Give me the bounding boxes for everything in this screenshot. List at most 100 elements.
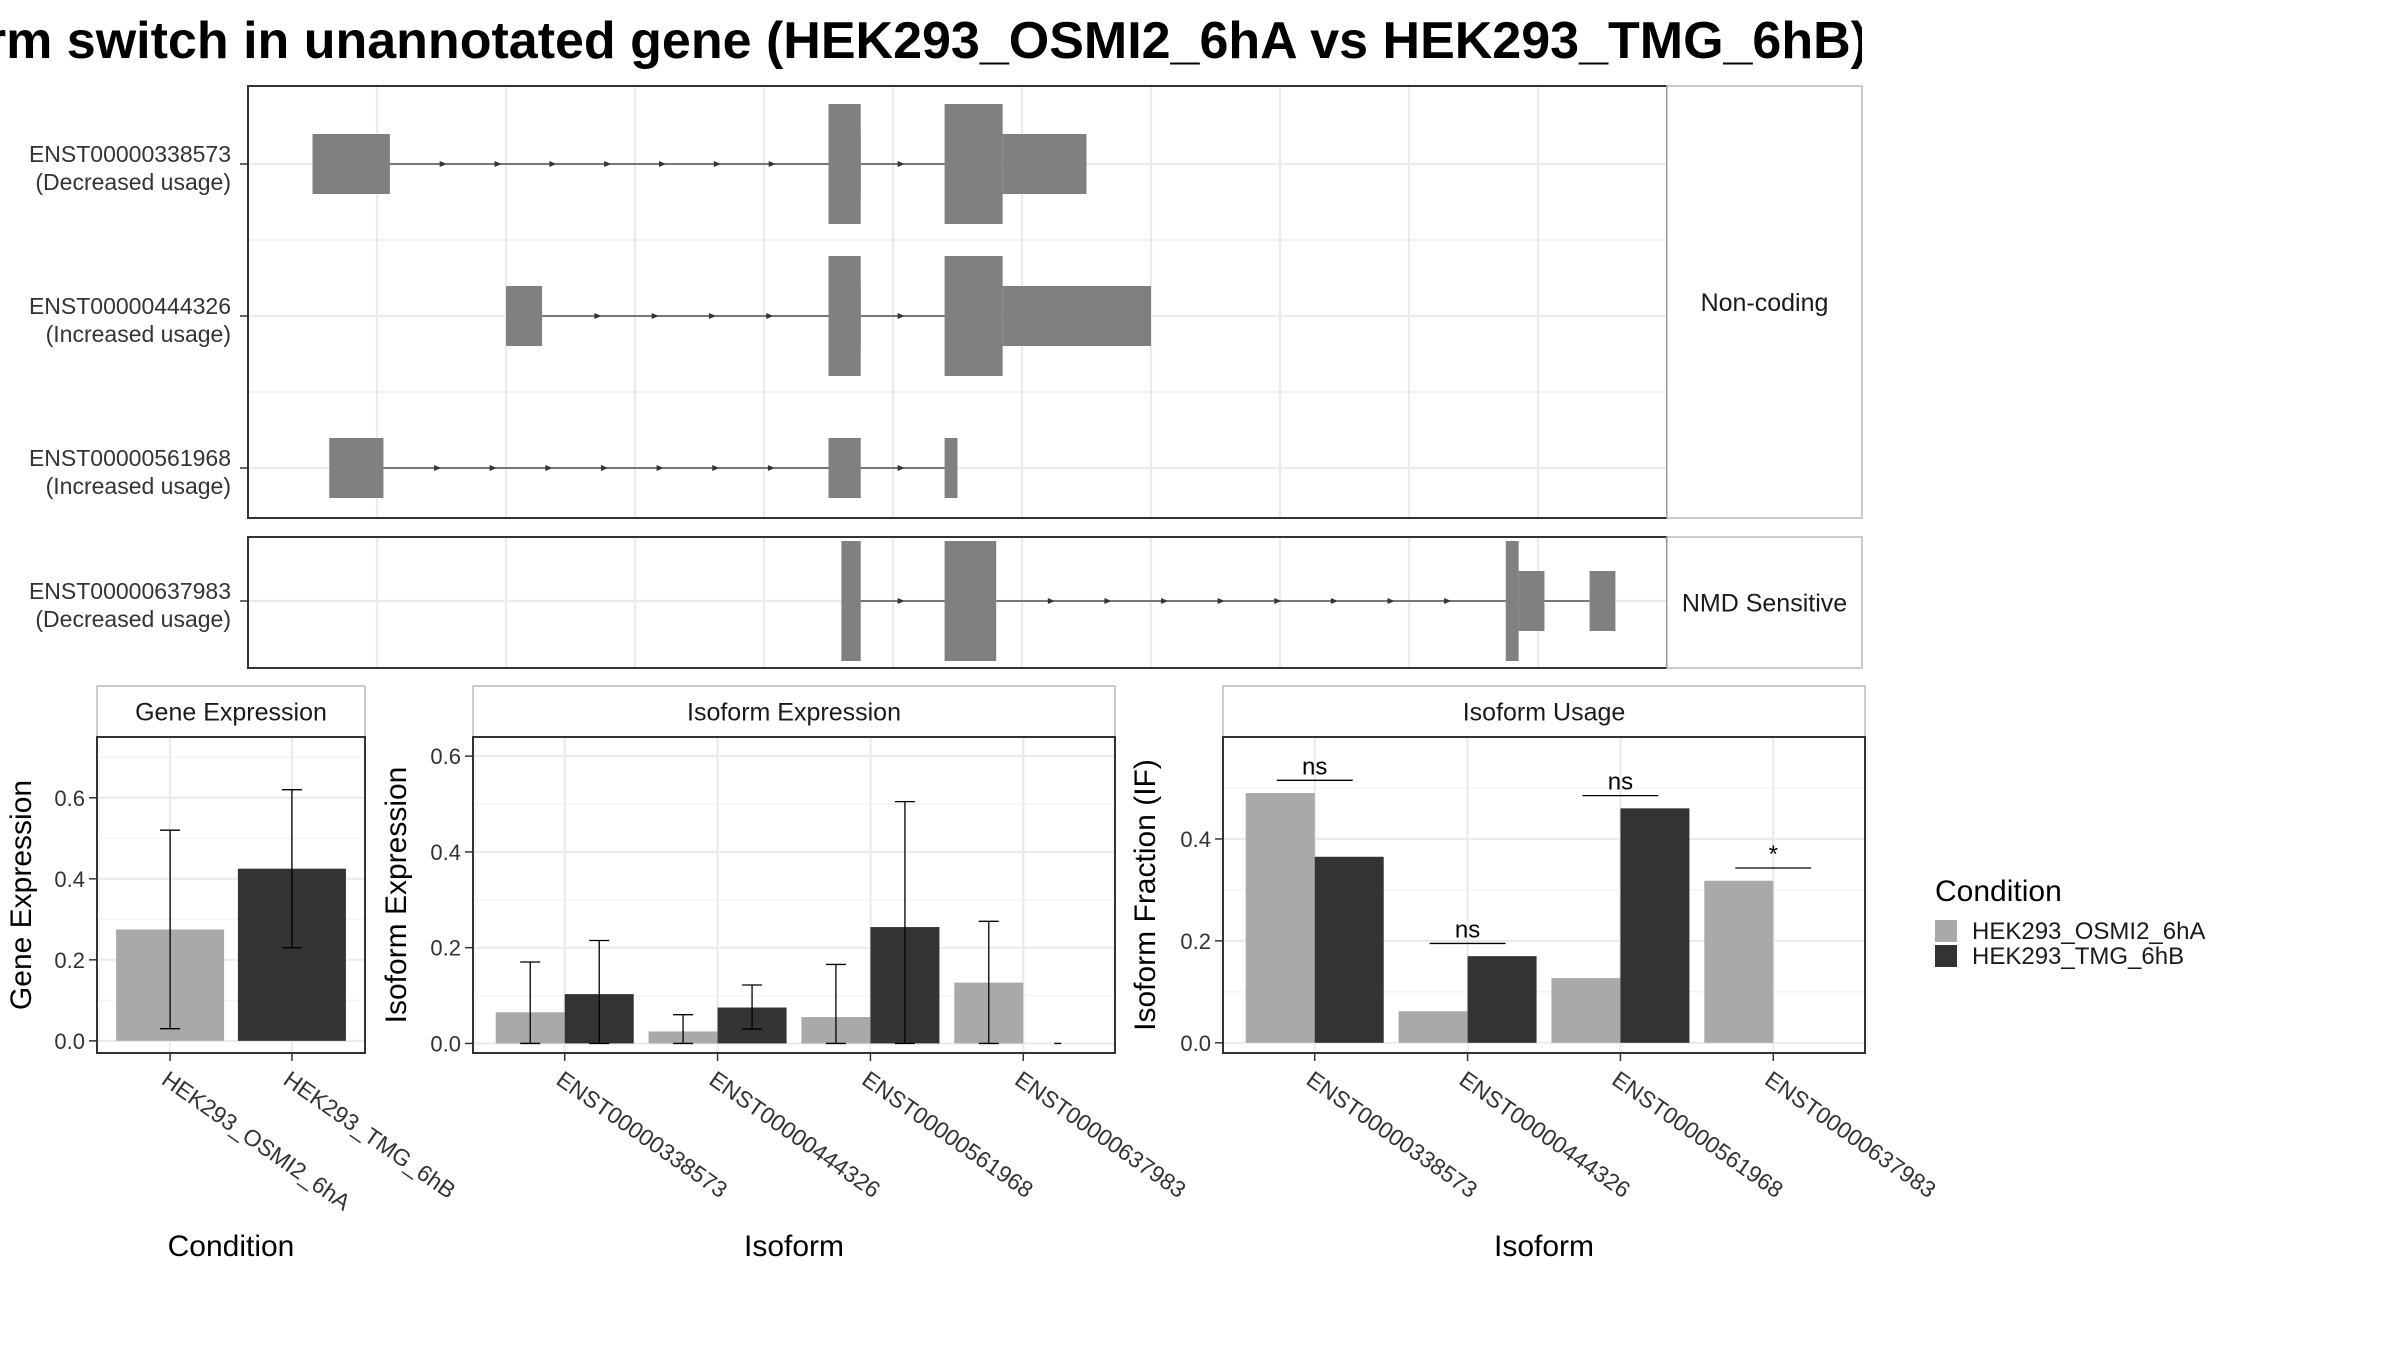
x-axis-title: Isoform xyxy=(744,1230,844,1263)
structure-strip-label: Non-coding xyxy=(1701,289,1829,317)
intron-arrow xyxy=(1274,598,1282,604)
y-tick-label: 0.0 xyxy=(1180,1031,1211,1056)
bar xyxy=(1551,978,1621,1043)
y-axis-title: Gene Expression xyxy=(5,780,38,1010)
legend-label: HEK293_TMG_6hB xyxy=(1972,943,2184,970)
bar xyxy=(1398,1011,1468,1043)
intron-arrow xyxy=(656,465,664,471)
significance-label: ns xyxy=(1302,753,1327,780)
transcript-usage: (Increased usage) xyxy=(46,473,231,499)
transcript-usage: (Decreased usage) xyxy=(35,169,231,195)
exon-large xyxy=(329,438,384,498)
bar xyxy=(1467,956,1537,1043)
intron-arrow xyxy=(549,161,557,167)
transcript-label-0: ENST00000338573 (Decreased usage) xyxy=(29,141,231,195)
transcript-label-3: ENST00000637983 (Decreased usage) xyxy=(29,578,231,632)
intron-arrow xyxy=(897,313,905,319)
exon-large xyxy=(506,286,543,346)
intron-arrow xyxy=(897,465,905,471)
intron-arrow xyxy=(604,161,612,167)
intron-arrow xyxy=(651,313,659,319)
intron-arrow xyxy=(708,313,716,319)
figure-title-text: Isoform switch in unannotated gene (HEK2… xyxy=(0,12,1862,70)
exon-small xyxy=(828,104,861,224)
intron-arrow xyxy=(600,465,608,471)
significance-label: ns xyxy=(1608,769,1633,796)
y-tick-label: 0.0 xyxy=(430,1031,461,1056)
y-axis-title: Isoform Expression xyxy=(380,767,413,1024)
bar xyxy=(1704,880,1774,1043)
panel-title: Gene Expression xyxy=(135,699,327,727)
legend-swatch xyxy=(1935,920,1957,942)
transcript-id: ENST00000444326 xyxy=(29,293,231,319)
exon-small xyxy=(841,541,861,661)
intron-arrow xyxy=(1387,598,1395,604)
intron-arrow xyxy=(713,161,721,167)
exon-small xyxy=(828,256,861,376)
intron-arrow xyxy=(659,161,667,167)
y-tick-label: 0.6 xyxy=(430,744,461,769)
exon-large xyxy=(1518,571,1545,631)
exon-large xyxy=(944,438,958,498)
panel-border xyxy=(472,736,1116,1054)
bar xyxy=(1245,793,1315,1043)
intron-arrow xyxy=(1161,598,1169,604)
intron-arrow xyxy=(489,465,497,471)
exon-large xyxy=(312,134,390,194)
panel-strip xyxy=(1222,685,1866,738)
panel-title: Isoform Usage xyxy=(1463,699,1626,727)
exon-small xyxy=(1505,541,1519,661)
y-tick-label: 0.6 xyxy=(54,786,85,811)
transcript-structure-panel: ENST00000338573 (Decreased usage)ENST0000… xyxy=(29,85,1863,669)
intron-arrow xyxy=(897,161,905,167)
exon-large xyxy=(1002,134,1087,194)
intron-arrow xyxy=(1047,598,1055,604)
y-axis-title: Isoform Fraction (IF) xyxy=(1129,759,1162,1031)
x-axis-title: Isoform xyxy=(1494,1230,1594,1263)
intron-arrow xyxy=(545,465,553,471)
exon-large xyxy=(1002,286,1151,346)
transcript-label-1: ENST00000444326 (Increased usage) xyxy=(29,293,231,347)
intron-arrow xyxy=(767,465,775,471)
legend-label: HEK293_OSMI2_6hA xyxy=(1972,918,2205,945)
intron-arrow xyxy=(1217,598,1225,604)
transcript-id: ENST00000561968 xyxy=(29,445,231,471)
structure-strip xyxy=(1666,536,1863,669)
structure-strip-label: NMD Sensitive xyxy=(1682,590,1847,618)
exon-small xyxy=(944,104,1003,224)
panel-strip xyxy=(472,685,1116,738)
intron-arrow xyxy=(439,161,447,167)
exon-small xyxy=(944,541,997,661)
panel-title: Isoform Expression xyxy=(687,699,901,727)
bar xyxy=(1314,856,1384,1043)
y-tick-label: 0.4 xyxy=(1180,827,1211,852)
intron-arrow xyxy=(594,313,602,319)
y-tick-label: 0.2 xyxy=(1180,929,1211,954)
bar xyxy=(1620,808,1690,1043)
intron-arrow xyxy=(1444,598,1452,604)
significance-label: * xyxy=(1769,841,1778,868)
intron-arrow xyxy=(434,465,442,471)
transcript-id: ENST00000338573 xyxy=(29,141,231,167)
y-tick-label: 0.2 xyxy=(430,936,461,961)
intron-arrow xyxy=(768,161,776,167)
panel-border xyxy=(1222,736,1866,1054)
transcript-label-2: ENST00000561968 (Increased usage) xyxy=(29,445,231,499)
intron-arrow xyxy=(712,465,720,471)
intron-arrow xyxy=(1330,598,1338,604)
panel-strip xyxy=(96,685,366,738)
exon-large xyxy=(828,438,861,498)
exon-large xyxy=(1589,571,1616,631)
structure-strip xyxy=(1666,85,1863,519)
y-tick-label: 0.4 xyxy=(54,867,85,892)
y-tick-label: 0.0 xyxy=(54,1029,85,1054)
isoform-usage-panel: Isoform Usagensnsns*0.00.20.4ENST0000033… xyxy=(1129,685,1941,1263)
transcript-id: ENST00000637983 xyxy=(29,578,231,604)
transcript-usage: (Decreased usage) xyxy=(35,606,231,632)
x-axis-title: Condition xyxy=(168,1230,295,1263)
legend-swatch xyxy=(1935,945,1957,967)
intron-arrow xyxy=(766,313,774,319)
